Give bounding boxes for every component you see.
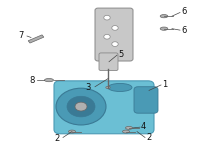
Ellipse shape bbox=[108, 83, 132, 91]
Text: 2: 2 bbox=[146, 133, 151, 142]
FancyBboxPatch shape bbox=[54, 81, 154, 134]
Polygon shape bbox=[28, 35, 44, 43]
FancyBboxPatch shape bbox=[134, 87, 158, 113]
Ellipse shape bbox=[106, 86, 110, 88]
Text: 4: 4 bbox=[141, 122, 146, 131]
Text: 8: 8 bbox=[30, 76, 35, 85]
Text: 3: 3 bbox=[86, 83, 91, 92]
Text: 1: 1 bbox=[162, 80, 167, 89]
Circle shape bbox=[56, 88, 106, 125]
Circle shape bbox=[67, 96, 95, 117]
Text: 7: 7 bbox=[19, 31, 24, 40]
Text: 6: 6 bbox=[181, 26, 186, 35]
Ellipse shape bbox=[126, 126, 132, 129]
Circle shape bbox=[112, 42, 118, 46]
Ellipse shape bbox=[44, 78, 54, 82]
Circle shape bbox=[104, 15, 110, 20]
Text: 5: 5 bbox=[118, 50, 123, 59]
FancyBboxPatch shape bbox=[95, 8, 133, 61]
Circle shape bbox=[104, 34, 110, 39]
Ellipse shape bbox=[160, 27, 168, 30]
Ellipse shape bbox=[160, 15, 168, 18]
Ellipse shape bbox=[122, 130, 130, 133]
Text: 6: 6 bbox=[181, 7, 186, 16]
Circle shape bbox=[75, 102, 87, 111]
FancyBboxPatch shape bbox=[99, 53, 118, 71]
Text: 2: 2 bbox=[54, 134, 60, 143]
Ellipse shape bbox=[68, 130, 76, 133]
Circle shape bbox=[112, 26, 118, 30]
